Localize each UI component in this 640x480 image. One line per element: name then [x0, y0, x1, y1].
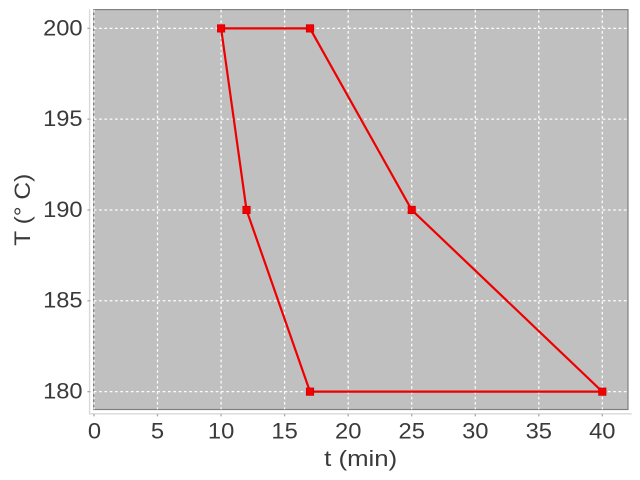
- svg-text:15: 15: [271, 419, 297, 444]
- svg-text:t (min): t (min): [324, 446, 397, 471]
- svg-text:35: 35: [526, 419, 552, 444]
- svg-text:10: 10: [208, 419, 234, 444]
- svg-text:20: 20: [335, 419, 361, 444]
- svg-text:25: 25: [399, 419, 425, 444]
- svg-text:185: 185: [43, 288, 83, 313]
- svg-text:0: 0: [88, 419, 101, 444]
- svg-text:40: 40: [589, 419, 615, 444]
- svg-text:180: 180: [43, 379, 83, 404]
- svg-text:T (° C): T (° C): [10, 174, 35, 246]
- svg-text:200: 200: [43, 15, 83, 40]
- svg-text:5: 5: [151, 419, 164, 444]
- svg-text:190: 190: [43, 197, 83, 222]
- svg-text:30: 30: [462, 419, 488, 444]
- svg-text:195: 195: [43, 106, 83, 131]
